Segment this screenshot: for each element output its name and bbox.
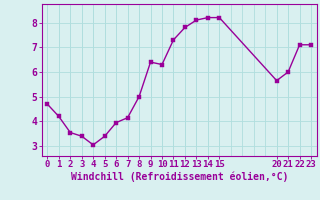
X-axis label: Windchill (Refroidissement éolien,°C): Windchill (Refroidissement éolien,°C) [70, 172, 288, 182]
